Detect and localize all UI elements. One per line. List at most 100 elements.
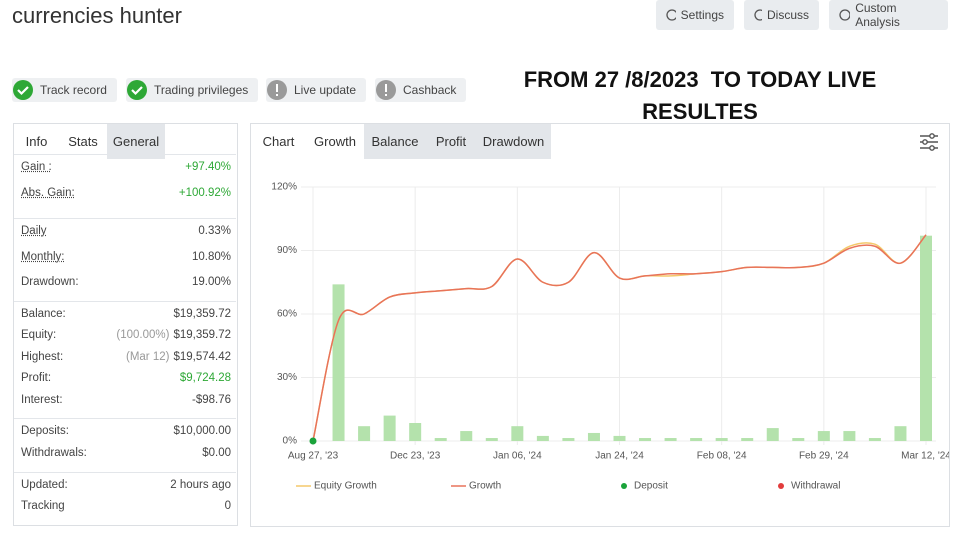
- chart-tab[interactable]: Growth: [306, 124, 364, 159]
- chart-tab[interactable]: Profit: [426, 124, 476, 159]
- stat-value-wrap: $0.00: [202, 447, 231, 459]
- badge-label: Live update: [294, 83, 357, 97]
- y-tick-label: 30%: [277, 372, 297, 383]
- legend-label: Growth: [469, 481, 501, 492]
- bar: [460, 431, 473, 441]
- stat-label: Equity:: [21, 329, 57, 341]
- y-tick-label: 90%: [277, 245, 297, 256]
- stat-value-wrap: $10,000.00: [173, 425, 231, 437]
- x-tick-label: Feb 29, '24: [799, 451, 849, 462]
- stat-value: 10.80%: [191, 251, 231, 263]
- button-icon: [754, 9, 762, 21]
- stat-note: (Mar 12): [125, 351, 170, 363]
- x-tick-label: Feb 08, '24: [697, 451, 747, 462]
- legend-label: Deposit: [634, 481, 668, 492]
- stats-tab[interactable]: Info: [14, 124, 59, 159]
- y-tick-label: 120%: [271, 182, 297, 193]
- stat-value: $19,359.72: [173, 329, 231, 341]
- bar: [817, 431, 830, 441]
- x-tick-label: Mar 12, '24: [901, 451, 949, 462]
- deposit-marker: [309, 437, 317, 445]
- stat-value-wrap: +97.40%: [185, 161, 231, 173]
- stat-row: Highest: (Mar 12) $19,574.42: [21, 351, 231, 363]
- stat-value: +97.40%: [185, 161, 231, 173]
- bar: [690, 438, 703, 441]
- bar: [894, 426, 907, 441]
- chart-tab[interactable]: Drawdown: [476, 124, 551, 159]
- stat-value: $0.00: [202, 447, 231, 459]
- chart-tab[interactable]: Balance: [364, 124, 426, 159]
- stat-value-wrap: +100.92%: [179, 187, 231, 199]
- stat-row: Balance: $19,359.72: [21, 308, 231, 320]
- bar: [332, 284, 345, 441]
- bar: [562, 438, 575, 441]
- stat-label: Withdrawals:: [21, 447, 87, 459]
- header-button[interactable]: Custom Analysis: [829, 0, 948, 30]
- stat-value: 2 hours ago: [170, 479, 231, 491]
- separator: [14, 154, 236, 155]
- stats-tab[interactable]: General: [107, 124, 165, 159]
- warn-icon: [376, 80, 396, 100]
- stat-label: Highest:: [21, 351, 64, 363]
- banner: FROM 27 /8/2023 TO TODAY LIVE RESULTES: [523, 67, 883, 124]
- bar: [511, 426, 524, 441]
- stat-value: -$98.76: [191, 394, 231, 406]
- stat-row: Gain : +97.40%: [21, 161, 231, 173]
- stat-value-wrap: 10.80%: [192, 251, 231, 263]
- bar: [485, 438, 498, 441]
- stat-row: Equity: (100.00%) $19,359.72: [21, 329, 231, 341]
- chart-menu[interactable]: [919, 132, 939, 157]
- badge-label: Trading privileges: [154, 83, 249, 97]
- stat-value-wrap: $19,359.72: [173, 308, 231, 320]
- stat-value: 0: [224, 500, 231, 512]
- badge: Track record: [12, 78, 117, 102]
- bar: [639, 438, 652, 441]
- stat-label: Deposits:: [21, 425, 69, 437]
- legend-marker: [621, 483, 627, 489]
- stat-label: Gain :: [21, 161, 52, 173]
- stat-value-wrap: 0: [225, 500, 231, 512]
- stats-panel: Info Stats General Gain : +97.40% Abs. Gain: +…: [13, 123, 238, 526]
- bar: [715, 438, 728, 441]
- x-tick-label: Jan 06, '24: [493, 451, 542, 462]
- page-title: currencies hunter: [12, 3, 182, 28]
- legend-label: Withdrawal: [791, 481, 840, 492]
- check-icon: [13, 80, 33, 100]
- bar: [409, 423, 422, 441]
- x-tick-label: Dec 23, '23: [390, 451, 441, 462]
- chart: 0% 30% 60% 90% 120% Aug 27, '23 Dec 23, '23 Jan…: [271, 182, 949, 492]
- bar: [792, 438, 805, 441]
- badge: Cashback: [375, 78, 467, 102]
- bar: [920, 235, 932, 441]
- bar: [766, 428, 779, 441]
- stat-value: 19.00%: [191, 276, 231, 288]
- stat-value: 0.33%: [198, 225, 231, 237]
- header-button[interactable]: Discuss: [744, 0, 819, 30]
- stat-label: Interest:: [21, 394, 63, 406]
- series-line: [312, 234, 927, 442]
- stat-label: Abs. Gain:: [21, 187, 75, 199]
- stat-row: Interest: -$98.76: [21, 394, 231, 406]
- bar: [613, 435, 626, 441]
- y-tick-label: 0%: [283, 436, 298, 447]
- stat-row: Withdrawals: $0.00: [21, 447, 231, 459]
- stat-label: Profit:: [21, 372, 52, 384]
- stat-value-wrap: 2 hours ago: [170, 479, 231, 491]
- stat-value-wrap: 0.33%: [198, 225, 231, 237]
- stats-tab[interactable]: Stats: [59, 124, 107, 159]
- stat-label: Updated:: [21, 479, 68, 491]
- button-label: Custom Analysis: [855, 1, 900, 29]
- separator: [14, 301, 236, 302]
- badge: Trading privileges: [126, 78, 259, 102]
- stat-value: $10,000.00: [173, 425, 231, 437]
- stat-value: $19,359.72: [173, 308, 231, 320]
- header-button[interactable]: Settings: [656, 0, 734, 30]
- stat-note: (100.00%): [116, 329, 170, 341]
- stat-row: Deposits: $10,000.00: [21, 425, 231, 437]
- stat-value: $9,724.28: [179, 372, 231, 384]
- menu-icon: [920, 133, 938, 151]
- stat-label: Monthly:: [21, 251, 65, 263]
- stat-value: $19,574.42: [173, 351, 231, 363]
- chart-tab[interactable]: Chart: [251, 124, 306, 159]
